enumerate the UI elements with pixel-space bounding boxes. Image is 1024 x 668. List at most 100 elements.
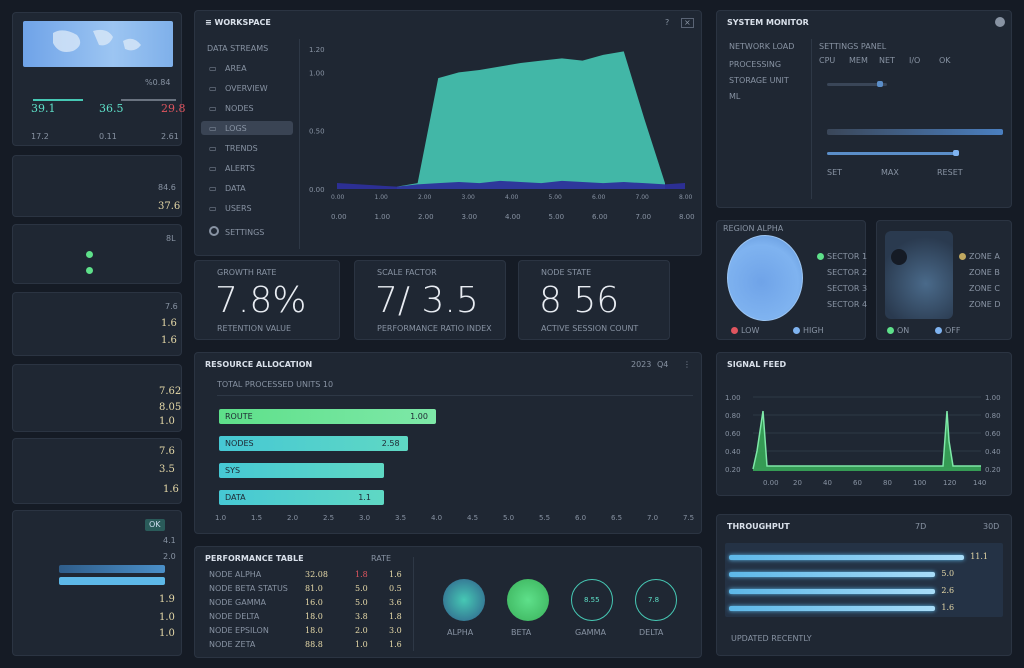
help-icon[interactable]: ?	[665, 18, 670, 27]
x-minor-tick: 4.00	[505, 194, 519, 201]
kpi-card-caption: ACTIVE SESSION COUNT	[541, 324, 639, 333]
panel-7-button[interactable]: OK	[145, 519, 165, 531]
hbar-x-tick: 2.5	[323, 514, 335, 522]
nav-item-active-bg	[201, 121, 293, 135]
nav-item-users[interactable]: USERS	[225, 204, 252, 213]
throughput-value: 5.0	[941, 569, 955, 578]
gauge-circle-4[interactable]: 7.8	[635, 579, 677, 621]
resource-title: RESOURCE ALLOCATION	[205, 360, 313, 369]
kpi-1: 39.1	[31, 102, 56, 115]
spike-x-tick: 60	[853, 479, 862, 487]
gauge-circle-3[interactable]: 8.55	[571, 579, 613, 621]
x-minor-tick: 1.00	[375, 194, 389, 201]
dark-globe-spot	[891, 249, 907, 265]
throughput-range-2[interactable]: 30D	[983, 522, 1000, 531]
settings-header: SETTINGS PANEL	[819, 42, 887, 51]
user-avatar[interactable]	[995, 17, 1005, 27]
monitor-item-4[interactable]: ML	[729, 92, 741, 101]
hbar-x-tick: 5.0	[503, 514, 515, 522]
settings-slider-3-knob[interactable]	[953, 150, 959, 156]
resource-menu-icon[interactable]: ⋮	[683, 360, 691, 369]
settings-sub-item[interactable]: I/O	[909, 56, 921, 65]
throughput-bar-1[interactable]	[729, 555, 965, 560]
nav-item-nodes[interactable]: NODES	[225, 104, 254, 113]
close-icon[interactable]: ×	[681, 18, 694, 28]
legend-dot-red	[731, 327, 738, 334]
throughput-bar-4[interactable]	[729, 606, 936, 611]
x-tick-label: 6.00	[592, 213, 608, 221]
nav-item-overview[interactable]: OVERVIEW	[225, 84, 268, 93]
settings-sub-item[interactable]: NET	[879, 56, 895, 65]
y-tick-label: 0.00	[309, 186, 325, 194]
metric-panel-3: 8L	[12, 224, 182, 284]
nav-icon: ▭	[209, 144, 217, 153]
nav-item-data[interactable]: DATA	[225, 184, 246, 193]
system-monitor-title: SYSTEM MONITOR	[727, 18, 809, 27]
settings-slider-3[interactable]	[827, 152, 957, 155]
settings-footer-1[interactable]: SET	[827, 168, 843, 177]
table-row-name: NODE ZETA	[209, 640, 256, 649]
region-b-legend-1: ON	[897, 326, 910, 335]
settings-sub-item[interactable]: OK	[939, 56, 951, 65]
foot-2: 0.11	[99, 132, 117, 141]
hbar-bar-3[interactable]: SYS	[219, 463, 385, 478]
table-divider	[413, 557, 414, 651]
status-dot-green-2	[86, 267, 93, 274]
spike-y-tick: 0.40	[725, 448, 741, 456]
x-minor-tick: 3.00	[462, 194, 476, 201]
metric-4c: 1.6	[161, 335, 177, 346]
nav-icon: ▭	[209, 124, 217, 133]
hbar-x-tick: 4.5	[467, 514, 479, 522]
throughput-bar-2[interactable]	[729, 572, 936, 577]
settings-gear-icon[interactable]	[209, 226, 219, 236]
settings-footer-2[interactable]: MAX	[881, 168, 899, 177]
throughput-bar-3[interactable]	[729, 589, 936, 594]
spike-y-tick: 0.20	[725, 466, 741, 474]
spike-y-tick-right: 0.20	[985, 466, 1001, 474]
settings-sub-item[interactable]: MEM	[849, 56, 868, 65]
settings-footer-3[interactable]: RESET	[937, 168, 963, 177]
hbar-x-tick: 3.0	[359, 514, 371, 522]
y-tick-label: 1.00	[309, 69, 325, 77]
nav-icon: ▭	[209, 204, 217, 213]
settings-slider-1-knob[interactable]	[877, 81, 883, 87]
monitor-item-1[interactable]: NETWORK LOAD	[729, 42, 795, 51]
throughput-value: 2.6	[941, 586, 955, 595]
hbar-label: DATA	[225, 493, 246, 502]
x-tick-label: 3.00	[462, 213, 478, 221]
hbar-x-tick: 6.5	[611, 514, 623, 522]
hbar-bar-4[interactable]: DATA 1.1	[219, 490, 385, 505]
y-tick-label: 0.50	[309, 128, 325, 136]
resource-quarter[interactable]: Q4	[657, 360, 669, 369]
hbar-x-tick: 1.0	[215, 514, 227, 522]
nav-item-area[interactable]: AREA	[225, 64, 247, 73]
kpi-divider-teal	[33, 99, 83, 101]
hbar-value: 1.00	[410, 412, 428, 421]
hbar-label: NODES	[225, 439, 254, 448]
table-row-c: 1.6	[389, 570, 402, 579]
hbar-bar-2[interactable]: NODES 2.58	[219, 436, 408, 451]
settings-sub-item[interactable]: CPU	[819, 56, 836, 65]
region-b-item: ZONE D	[969, 300, 1001, 309]
legend-dot-blue-2	[935, 327, 942, 334]
region-b-item: ZONE C	[969, 284, 1000, 293]
resource-year[interactable]: 2023	[631, 360, 652, 369]
throughput-range-1[interactable]: 7D	[915, 522, 927, 531]
nav-item-trends[interactable]: TRENDS	[225, 144, 258, 153]
nav-item-alerts[interactable]: ALERTS	[225, 164, 255, 173]
hbar-x-tick: 7.5	[683, 514, 695, 522]
hbar-bar-1[interactable]: ROUTE 1.00	[219, 409, 437, 424]
nav-footer[interactable]: SETTINGS	[225, 228, 265, 237]
kpi-card-1: GROWTH RATE 7.8% RETENTION VALUE	[194, 260, 340, 340]
gauge-circle-2[interactable]	[507, 579, 549, 621]
table-row-b: 3.8	[355, 612, 368, 621]
spike-x-tick: 100	[913, 479, 926, 487]
monitor-item-3[interactable]: STORAGE UNIT	[729, 76, 789, 85]
gauge-circle-1[interactable]	[443, 579, 485, 621]
kpi-card-label: GROWTH RATE	[217, 268, 277, 277]
settings-slider-2[interactable]	[827, 129, 1003, 135]
nav-item-logs[interactable]: LOGS	[225, 124, 247, 133]
settings-slider-1[interactable]	[827, 83, 887, 86]
monitor-item-2[interactable]: PROCESSING	[729, 60, 782, 69]
region-globe-icon	[727, 235, 803, 321]
